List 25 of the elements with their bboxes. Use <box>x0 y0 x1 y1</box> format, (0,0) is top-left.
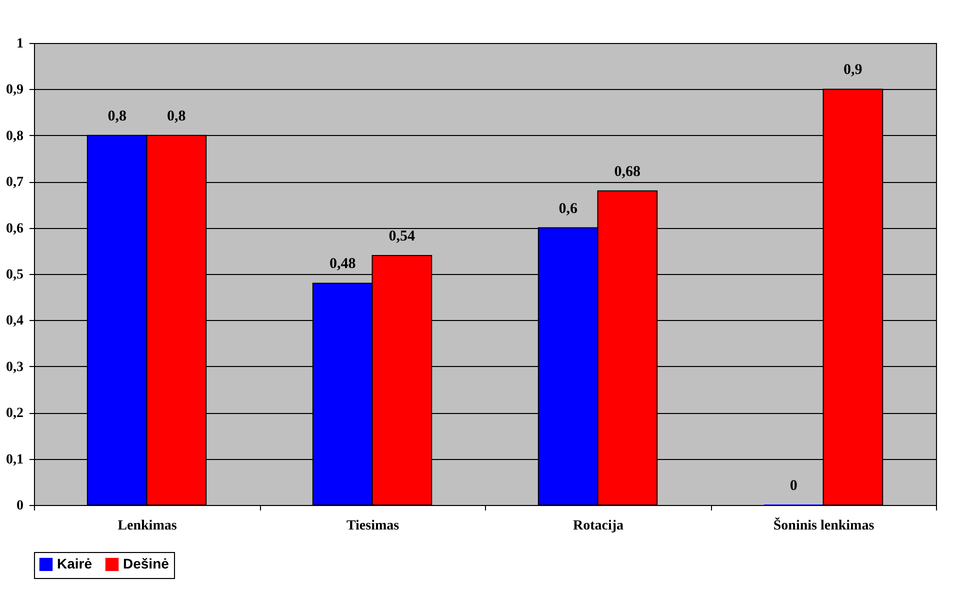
x-tick-label: Lenkimas <box>118 518 178 534</box>
y-tick-label: 1 <box>16 36 24 52</box>
y-tick-label: 0 <box>16 498 24 514</box>
data-label: 0,8 <box>167 108 186 124</box>
y-tick-label: 0,1 <box>6 452 24 468</box>
data-label: 0,54 <box>388 228 416 245</box>
y-tick-label: 0,6 <box>6 221 24 236</box>
y-tick-label: 0,5 <box>6 268 24 282</box>
x-tick-label: Tiesimas <box>346 518 400 534</box>
y-tick-label: 0,3 <box>6 360 24 375</box>
x-tick-label: Rotacija <box>572 518 624 534</box>
data-label: 0 <box>790 478 798 494</box>
legend-label: Kairė <box>57 555 92 572</box>
data-label: 0,48 <box>329 256 356 272</box>
x-tick-label: Šoninis lenkimas <box>773 516 875 534</box>
data-label: 0,9 <box>844 62 862 78</box>
data-label: 0,8 <box>108 108 126 124</box>
y-tick-label: 0,4 <box>6 314 24 329</box>
y-tick-label: 0,9 <box>6 82 24 98</box>
y-tick-label: 0,2 <box>6 406 24 422</box>
data-label: 0,68 <box>614 164 641 180</box>
data-label: 0,6 <box>558 200 578 217</box>
y-tick-label: 0,8 <box>6 128 24 144</box>
legend-label: Dešinė <box>123 555 170 572</box>
y-tick-label: 0,7 <box>6 175 24 190</box>
